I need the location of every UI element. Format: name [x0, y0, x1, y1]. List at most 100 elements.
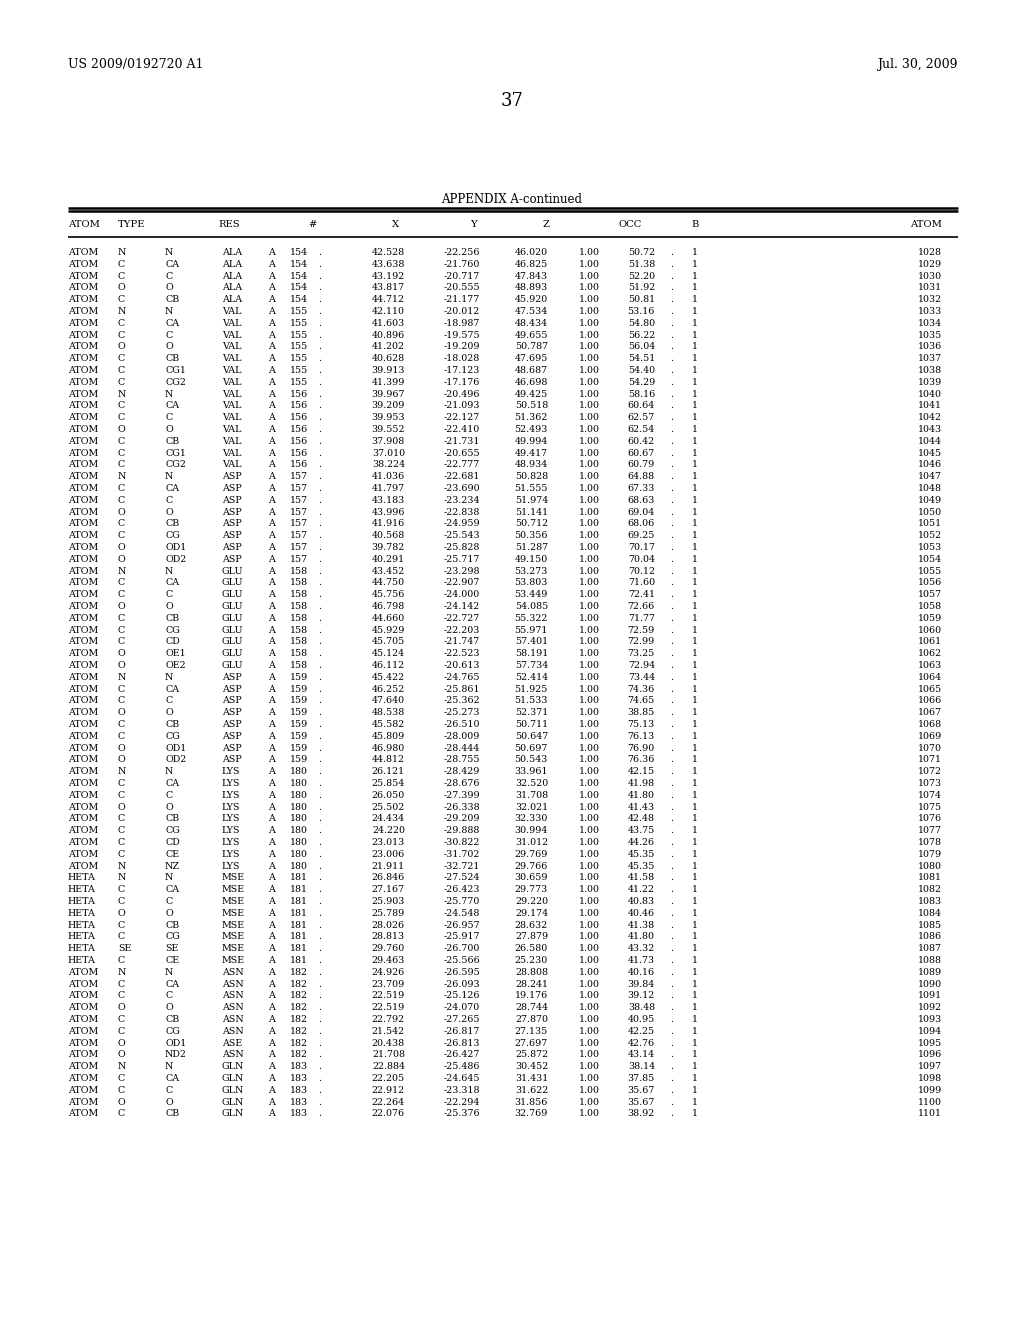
- Text: 180: 180: [290, 826, 308, 836]
- Text: A: A: [268, 862, 274, 871]
- Text: O: O: [118, 908, 126, 917]
- Text: 182: 182: [290, 1003, 308, 1012]
- Text: 1: 1: [692, 898, 698, 906]
- Text: 1072: 1072: [918, 767, 942, 776]
- Text: ATOM: ATOM: [68, 779, 98, 788]
- Text: 1085: 1085: [918, 920, 942, 929]
- Text: MSE: MSE: [222, 908, 245, 917]
- Text: ATOM: ATOM: [68, 437, 98, 446]
- Text: ATOM: ATOM: [68, 248, 98, 257]
- Text: 27.167: 27.167: [372, 886, 406, 894]
- Text: A: A: [268, 566, 274, 576]
- Text: 1043: 1043: [918, 425, 942, 434]
- Text: .: .: [671, 260, 674, 269]
- Text: .: .: [318, 554, 322, 564]
- Text: A: A: [268, 803, 274, 812]
- Text: 50.828: 50.828: [515, 473, 548, 482]
- Text: Y: Y: [470, 220, 476, 228]
- Text: 42.528: 42.528: [372, 248, 406, 257]
- Text: -24.000: -24.000: [443, 590, 480, 599]
- Text: .: .: [318, 1051, 322, 1060]
- Text: ATOM: ATOM: [68, 319, 98, 327]
- Text: A: A: [268, 484, 274, 492]
- Text: C: C: [118, 461, 125, 470]
- Text: 67.33: 67.33: [628, 484, 655, 492]
- Text: 183: 183: [290, 1086, 308, 1094]
- Text: .: .: [671, 850, 674, 859]
- Text: 76.13: 76.13: [628, 731, 655, 741]
- Text: 72.66: 72.66: [628, 602, 655, 611]
- Text: 1.00: 1.00: [579, 378, 600, 387]
- Text: -22.907: -22.907: [443, 578, 480, 587]
- Text: 1: 1: [692, 979, 698, 989]
- Text: 1: 1: [692, 697, 698, 705]
- Text: A: A: [268, 661, 274, 671]
- Text: 1.00: 1.00: [579, 697, 600, 705]
- Text: -24.070: -24.070: [443, 1003, 480, 1012]
- Text: -30.822: -30.822: [443, 838, 480, 847]
- Text: 1040: 1040: [918, 389, 942, 399]
- Text: ASP: ASP: [222, 473, 242, 482]
- Text: 1: 1: [692, 354, 698, 363]
- Text: ATOM: ATOM: [68, 1027, 98, 1036]
- Text: -22.294: -22.294: [443, 1098, 480, 1106]
- Text: 51.38: 51.38: [628, 260, 655, 269]
- Text: .: .: [671, 991, 674, 1001]
- Text: 1.00: 1.00: [579, 767, 600, 776]
- Text: 1077: 1077: [918, 826, 942, 836]
- Text: GLU: GLU: [222, 614, 244, 623]
- Text: .: .: [318, 284, 322, 293]
- Text: 50.81: 50.81: [628, 296, 655, 304]
- Text: 39.209: 39.209: [372, 401, 406, 411]
- Text: 1: 1: [692, 413, 698, 422]
- Text: 1: 1: [692, 484, 698, 492]
- Text: 181: 181: [290, 920, 308, 929]
- Text: GLN: GLN: [222, 1074, 245, 1082]
- Text: .: .: [318, 685, 322, 693]
- Text: C: C: [118, 519, 125, 528]
- Text: O: O: [118, 1098, 126, 1106]
- Text: 55.971: 55.971: [515, 626, 548, 635]
- Text: .: .: [318, 260, 322, 269]
- Text: A: A: [268, 590, 274, 599]
- Text: A: A: [268, 874, 274, 882]
- Text: ASP: ASP: [222, 709, 242, 717]
- Text: O: O: [118, 602, 126, 611]
- Text: N: N: [165, 1063, 173, 1072]
- Text: 60.67: 60.67: [628, 449, 655, 458]
- Text: GLU: GLU: [222, 626, 244, 635]
- Text: A: A: [268, 685, 274, 693]
- Text: 1: 1: [692, 602, 698, 611]
- Text: .: .: [318, 850, 322, 859]
- Text: 73.25: 73.25: [628, 649, 655, 659]
- Text: GLU: GLU: [222, 578, 244, 587]
- Text: LYS: LYS: [222, 814, 241, 824]
- Text: 50.518: 50.518: [515, 401, 548, 411]
- Text: 1: 1: [692, 850, 698, 859]
- Text: 156: 156: [290, 461, 308, 470]
- Text: SE: SE: [118, 944, 131, 953]
- Text: 1094: 1094: [918, 1027, 942, 1036]
- Text: VAL: VAL: [222, 378, 242, 387]
- Text: 1.00: 1.00: [579, 649, 600, 659]
- Text: 1.00: 1.00: [579, 932, 600, 941]
- Text: VAL: VAL: [222, 389, 242, 399]
- Text: ATOM: ATOM: [68, 378, 98, 387]
- Text: 1.00: 1.00: [579, 413, 600, 422]
- Text: .: .: [671, 401, 674, 411]
- Text: 51.555: 51.555: [514, 484, 548, 492]
- Text: 68.63: 68.63: [628, 496, 655, 504]
- Text: C: C: [118, 449, 125, 458]
- Text: X: X: [391, 220, 398, 228]
- Text: .: .: [318, 496, 322, 504]
- Text: 1.00: 1.00: [579, 638, 600, 647]
- Text: C: C: [118, 731, 125, 741]
- Text: OE2: OE2: [165, 661, 185, 671]
- Text: .: .: [671, 886, 674, 894]
- Text: 155: 155: [290, 366, 308, 375]
- Text: ASN: ASN: [222, 1015, 244, 1024]
- Text: ATOM: ATOM: [68, 838, 98, 847]
- Text: 158: 158: [290, 614, 308, 623]
- Text: .: .: [318, 626, 322, 635]
- Text: 41.43: 41.43: [628, 803, 655, 812]
